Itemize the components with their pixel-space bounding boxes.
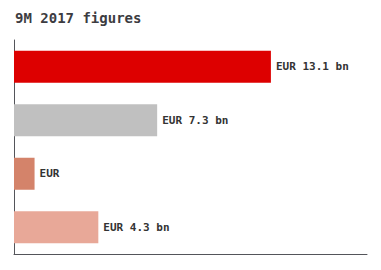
svg-text:EUR 7.3 bn: EUR 7.3 bn [162, 114, 228, 127]
svg-text:EUR 13.1 bn: EUR 13.1 bn [276, 60, 349, 73]
svg-text:9M 2017 figures: 9M 2017 figures [15, 10, 141, 26]
svg-text:EUR: EUR [40, 167, 60, 180]
svg-text:EUR 4.3 bn: EUR 4.3 bn [103, 221, 169, 234]
